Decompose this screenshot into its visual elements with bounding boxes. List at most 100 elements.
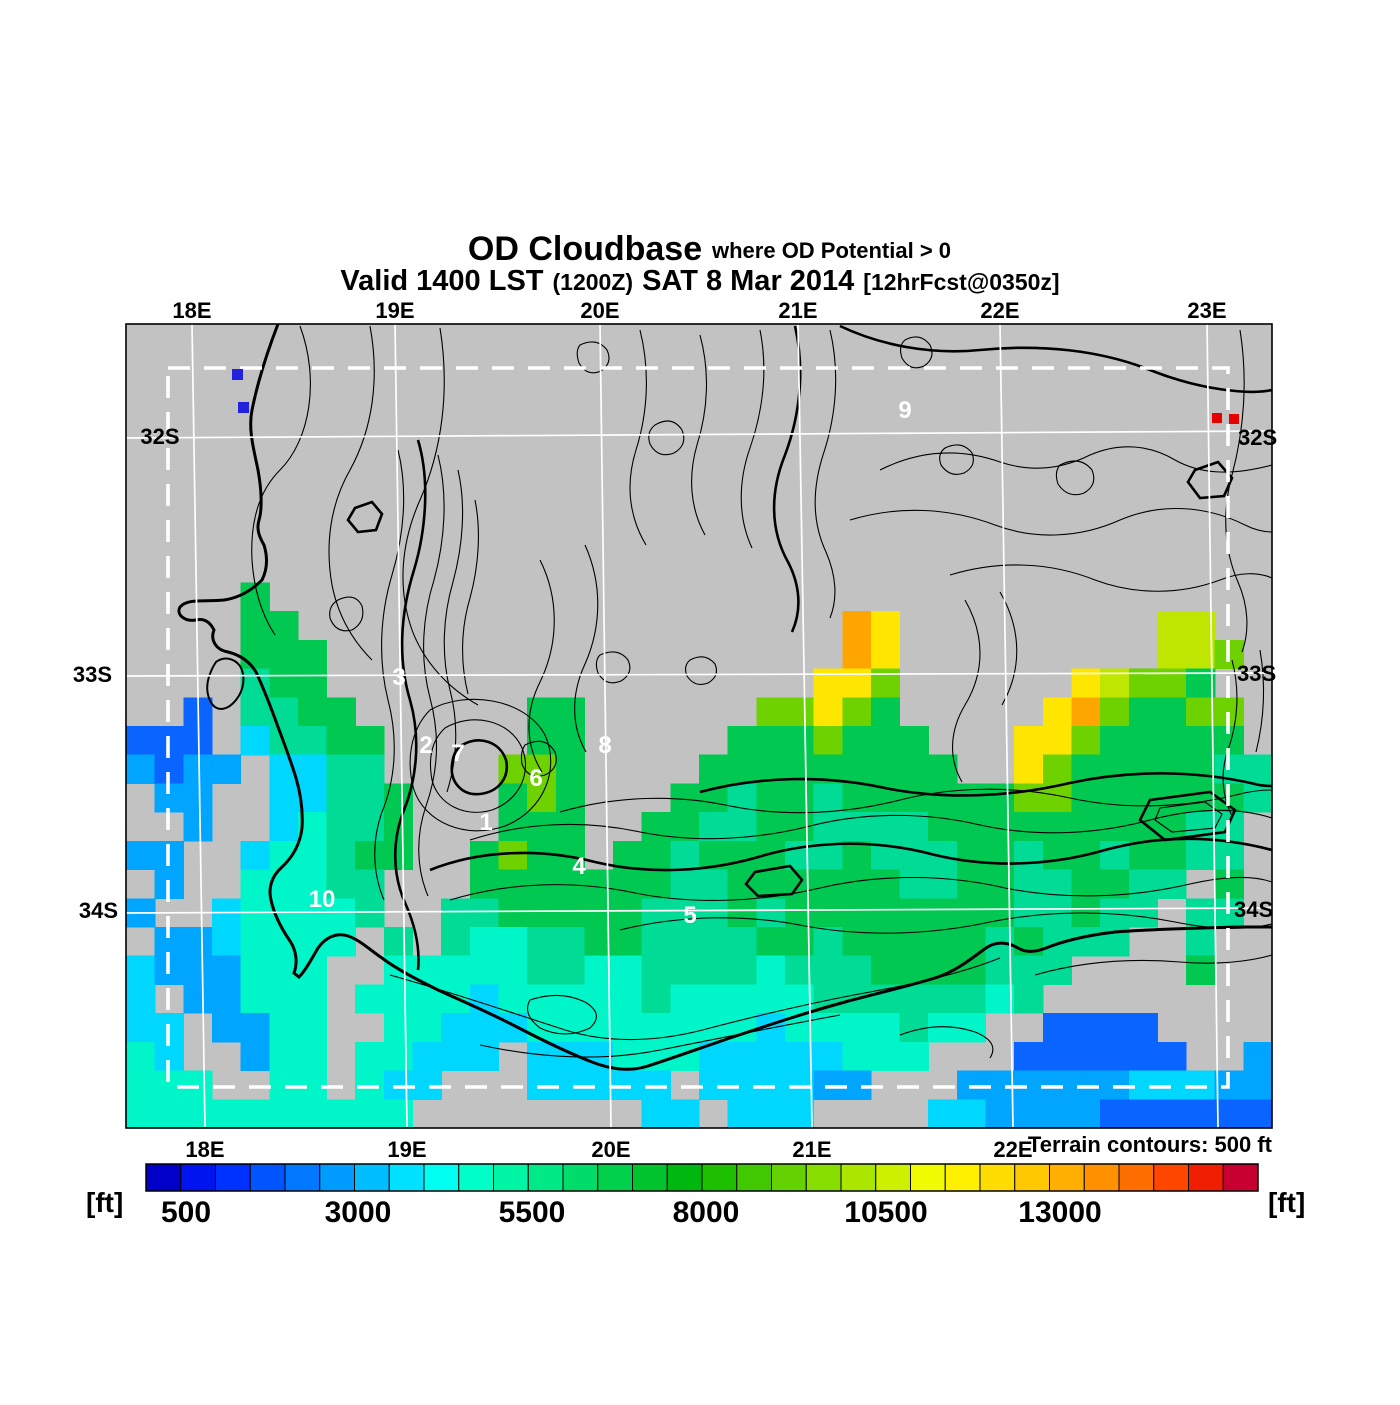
cloudbase-cell bbox=[1157, 1099, 1187, 1128]
colorbar-tick-label: 5500 bbox=[499, 1196, 566, 1229]
cloudbase-cell bbox=[297, 726, 328, 756]
cloudbase-cell bbox=[784, 697, 815, 727]
cloudbase-cell bbox=[297, 1041, 328, 1072]
spot-value: 1 bbox=[479, 809, 492, 836]
cloudbase-cell bbox=[870, 611, 901, 641]
cloudbase-cell bbox=[269, 1013, 299, 1043]
parallel-gridline bbox=[126, 430, 1272, 439]
cloudbase-cell bbox=[527, 955, 557, 985]
cloudbase-cell bbox=[527, 1013, 557, 1043]
cloudbase-cell bbox=[584, 869, 614, 899]
terrain-contours-note: Terrain contours: 500 ft bbox=[1028, 1132, 1273, 1157]
domain-boundary-box bbox=[166, 366, 1230, 1089]
longitude-label-bottom: 18E bbox=[185, 1137, 224, 1162]
cloudbase-cell bbox=[297, 639, 328, 670]
cloudbase-cell bbox=[355, 840, 385, 871]
cloudbase-cell bbox=[269, 1041, 299, 1072]
cloudbase-cell bbox=[956, 812, 987, 842]
cloudbase-cell bbox=[756, 984, 786, 1014]
colorbar-cell bbox=[1222, 1163, 1259, 1192]
meridian-gridline bbox=[599, 324, 612, 1128]
chart-valid-line: Valid 1400 LST (1200Z) SAT 8 Mar 2014 [12hr… bbox=[340, 265, 1059, 297]
latitude-label-right: 34S bbox=[1234, 897, 1273, 922]
cloudbase-cell bbox=[527, 1041, 557, 1072]
cloudbase-cell bbox=[326, 783, 356, 813]
chart-title: OD Cloudbase bbox=[468, 230, 702, 268]
cloudbase-cell bbox=[756, 812, 786, 842]
cloudbase-cell bbox=[527, 898, 557, 928]
cloudbase-cell bbox=[784, 726, 815, 756]
cloudbase-cell bbox=[842, 955, 872, 985]
chart-title-qualifier: where OD Potential > 0 bbox=[711, 238, 951, 263]
coastline bbox=[177, 324, 1272, 1071]
cloudbase-cell bbox=[1014, 955, 1044, 985]
terrain-contours bbox=[251, 324, 1272, 1059]
cloudbase-cell bbox=[183, 812, 213, 842]
cloudbase-cell bbox=[1014, 1099, 1044, 1128]
colorbar-tick-label: 500 bbox=[161, 1196, 211, 1229]
cloudbase-cell bbox=[870, 726, 901, 756]
cloudbase-cell bbox=[1243, 1099, 1272, 1128]
cloudbase-cell bbox=[1186, 697, 1216, 727]
cloudbase-cell bbox=[297, 754, 328, 784]
cloudbase-cell bbox=[469, 869, 500, 899]
colorbar-cell bbox=[388, 1163, 425, 1192]
spot-value: 2 bbox=[419, 732, 432, 759]
cloudbase-cell bbox=[899, 840, 929, 871]
cloudbase-cell bbox=[784, 783, 815, 813]
cloudbase-cell bbox=[269, 611, 299, 641]
cloudbase-cell bbox=[956, 984, 987, 1014]
cloudbase-cell bbox=[699, 898, 729, 928]
cloudbase-cell bbox=[1128, 1013, 1159, 1043]
cloudbase-cell bbox=[784, 927, 815, 957]
cloudbase-cell bbox=[813, 1013, 843, 1043]
cloudbase-cell bbox=[498, 955, 528, 985]
cloudbase-cell bbox=[383, 984, 414, 1014]
cloudbase-cell bbox=[870, 869, 901, 899]
cloudbase-cell bbox=[670, 1099, 700, 1128]
cloudbase-cell bbox=[240, 984, 270, 1014]
spot-values: 9 3 2 7 8 6 1 4 10 5 bbox=[309, 397, 912, 929]
cloudbase-cell bbox=[498, 984, 528, 1014]
meridian-gridline bbox=[999, 324, 1014, 1128]
cloudbase-cell bbox=[613, 1013, 643, 1043]
cloudbase-cell bbox=[1157, 639, 1187, 670]
cloudbase-cell bbox=[1071, 1013, 1101, 1043]
cloudbase-cell bbox=[1100, 1041, 1130, 1072]
cloudbase-cell bbox=[1014, 898, 1044, 928]
spot-value: 4 bbox=[572, 853, 586, 880]
cloudbase-cell bbox=[1128, 812, 1159, 842]
cloudbase-cell bbox=[928, 812, 958, 842]
cloudbase-cell bbox=[1243, 1070, 1272, 1100]
longitude-label-top: 23E bbox=[1187, 298, 1226, 323]
cloudbase-cell bbox=[183, 783, 213, 813]
cloudbase-cell bbox=[1186, 754, 1216, 784]
cloudbase-cell bbox=[1243, 754, 1272, 784]
cloudbase-cell bbox=[1042, 697, 1073, 727]
colorbar-cell bbox=[215, 1163, 251, 1192]
cloudbase-cell bbox=[211, 1099, 242, 1128]
cloudbase-cell bbox=[1014, 783, 1044, 813]
latitude-label-left: 33S bbox=[73, 662, 112, 687]
cloudbase-cell bbox=[641, 984, 671, 1014]
cloudbase-cell bbox=[126, 955, 156, 985]
cloudbase-cell bbox=[985, 840, 1015, 871]
cloudbase-cell bbox=[756, 783, 786, 813]
colorbar-cell bbox=[771, 1163, 807, 1192]
cloudbase-cell bbox=[412, 1013, 442, 1043]
cloudbase-cell bbox=[784, 1041, 815, 1072]
cloudbase-cell bbox=[1186, 898, 1216, 928]
meridian-gridline bbox=[394, 324, 408, 1128]
cloudbase-cell bbox=[870, 639, 901, 670]
cloudbase-cell bbox=[1042, 1041, 1073, 1072]
longitude-label-top: 18E bbox=[172, 298, 211, 323]
cloudbase-cell bbox=[842, 840, 872, 871]
colorbar-cell bbox=[249, 1163, 286, 1192]
cloudbase-cell bbox=[899, 1013, 929, 1043]
cloudbase-cell bbox=[383, 840, 414, 871]
cloudbase-cell bbox=[813, 668, 843, 698]
cloudbase-cell bbox=[899, 869, 929, 899]
cloudbase-cell bbox=[1157, 754, 1187, 784]
colorbar-cell bbox=[840, 1163, 877, 1192]
colorbar-cell bbox=[666, 1163, 703, 1192]
